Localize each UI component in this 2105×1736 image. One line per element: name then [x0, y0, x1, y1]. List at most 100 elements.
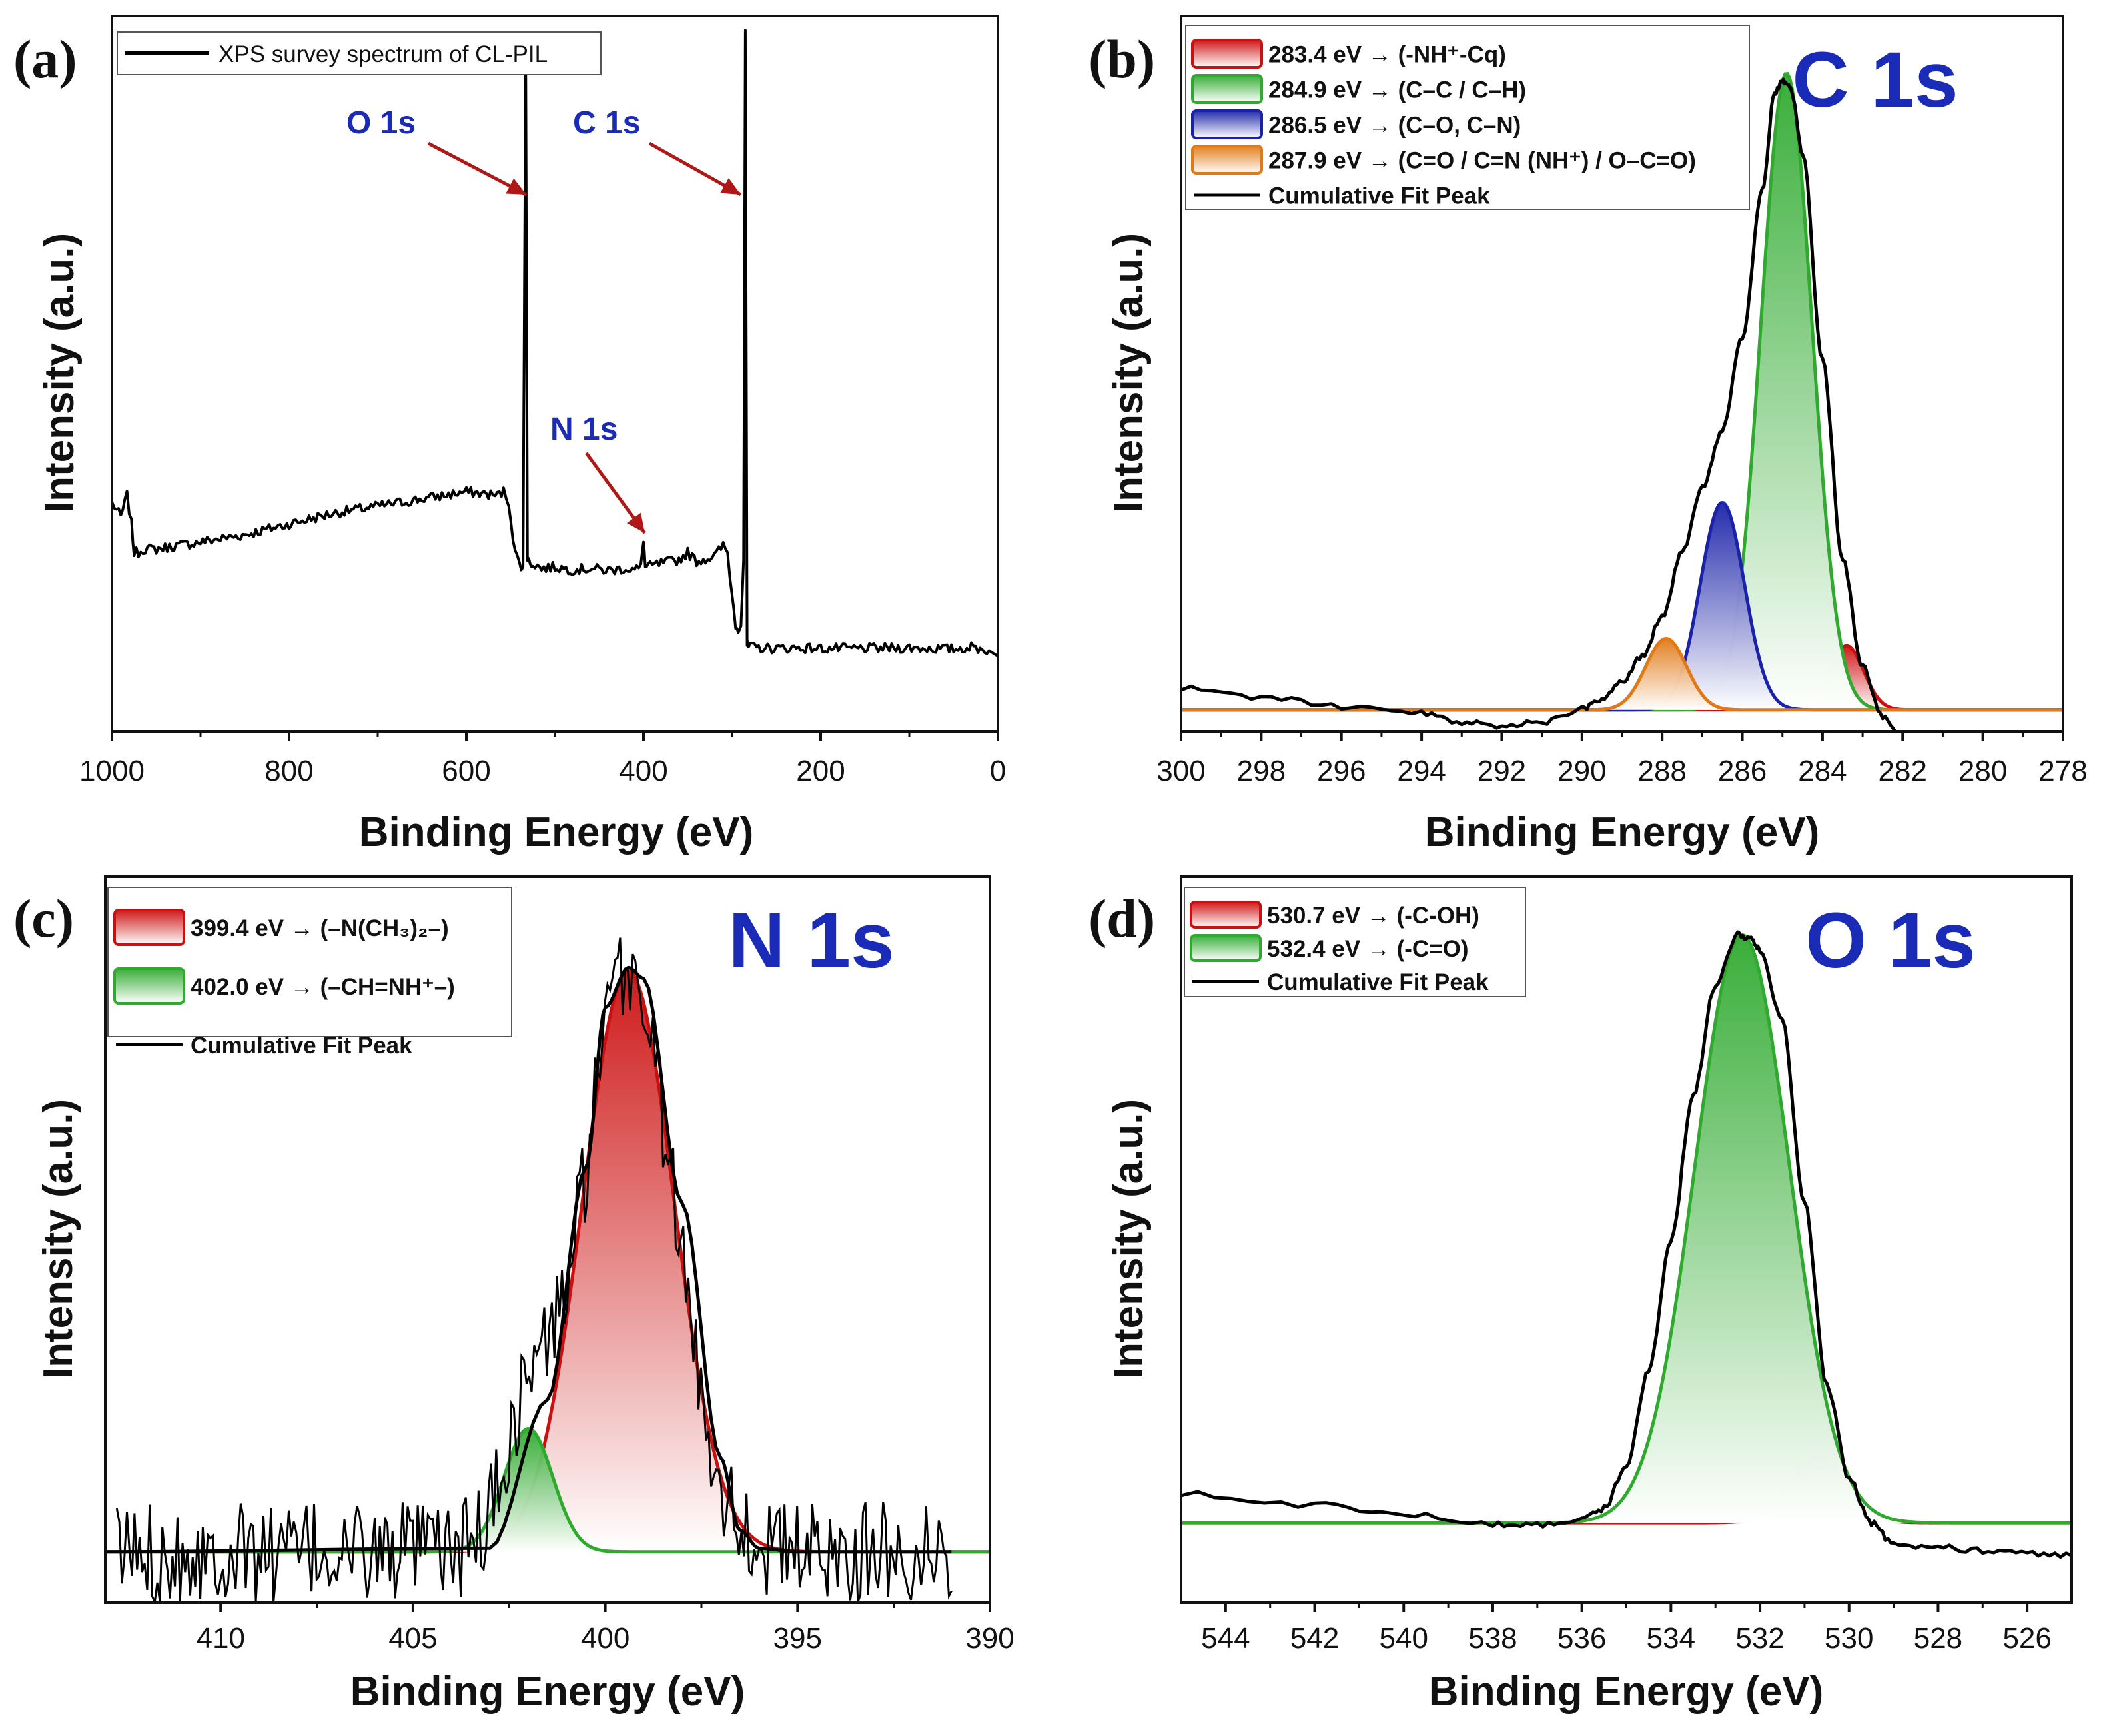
legend-entry-label: 284.9 eV → (C–C / C–H) — [1268, 77, 1526, 103]
legend: 530.7 eV → (-C-OH) 532.4 eV → (-C=O) Cumul… — [1184, 887, 1526, 997]
panel-letter: (a) — [13, 29, 77, 89]
legend-box — [1185, 25, 1750, 210]
legend-entry-label: 286.5 eV → (C–O, C–N) — [1268, 113, 1521, 139]
x-tick-label: 0 — [990, 755, 1006, 787]
x-tick-label: 526 — [2002, 1622, 2051, 1655]
cumulative-fit-line — [1181, 930, 2072, 1559]
x-axis-label: Binding Energy (eV) — [359, 809, 753, 855]
legend-swatch — [1191, 39, 1263, 69]
plot-frame — [111, 15, 999, 733]
x-tick-label: 296 — [1317, 755, 1366, 787]
plot-frame — [104, 875, 991, 1604]
legend: XPS survey spectrum of CL-PIL — [117, 31, 602, 75]
x-tick-label: 278 — [2038, 755, 2087, 787]
peak-annotation-label: C 1s — [573, 105, 640, 141]
peak-fill-286.5 — [1181, 502, 2063, 710]
x-tick-label: 298 — [1237, 755, 1286, 787]
x-tick-label: 600 — [442, 755, 490, 787]
x-tick-label: 284 — [1798, 755, 1847, 787]
x-tick-label: 800 — [264, 755, 313, 787]
survey-spectrum-line — [112, 29, 998, 657]
plot-area-d — [1181, 930, 2072, 1559]
x-tick-label: 390 — [965, 1622, 1014, 1655]
panel-title: N 1s — [728, 897, 894, 985]
y-axis-label: Intensity (a.u.) — [1106, 233, 1152, 513]
legend-entry-label: 283.4 eV → (-NH⁺-Cq) — [1268, 42, 1506, 68]
legend-entry-label: Cumulative Fit Peak — [1267, 969, 1489, 995]
x-tick-label: 540 — [1380, 1622, 1428, 1655]
peak-annotation-label: O 1s — [346, 105, 416, 141]
x-tick-label: 300 — [1156, 755, 1205, 787]
x-tick-label: 405 — [388, 1622, 437, 1655]
peak-fill-287.9 — [1181, 638, 2063, 710]
x-tick-label: 395 — [773, 1622, 822, 1655]
peak-outline-287.9 — [1181, 636, 2063, 712]
x-tick-label: 200 — [796, 755, 845, 787]
panel-title: O 1s — [1805, 897, 1976, 985]
panel-d: 544 542 540 538 536 534 532 530 528 526 Binding En… — [1088, 875, 2073, 1715]
peak-fill-402 — [105, 1428, 990, 1552]
panel-title: C 1s — [1792, 36, 1958, 124]
y-axis-label: Intensity (a.u.) — [1106, 1099, 1152, 1379]
x-tick-label: 1000 — [79, 755, 145, 787]
x-tick-label: 400 — [581, 1622, 630, 1655]
legend-entry-label: XPS survey spectrum of CL-PIL — [218, 41, 548, 67]
panel-b: 300 298 296 294 292 290 288 286 284 282 280 278 Bind… — [1088, 15, 2088, 855]
peak-fill-283.4 — [1181, 646, 2063, 710]
peak-annotation-label: N 1s — [550, 412, 618, 447]
peak-outline-286.5 — [1181, 501, 2063, 712]
x-tick-label: 538 — [1468, 1622, 1517, 1655]
x-tick-label: 280 — [1958, 755, 2007, 787]
peak-outline-532.4 — [1181, 933, 2072, 1525]
cumulative-fit-line — [105, 965, 952, 1554]
x-axis-label: Binding Energy (eV) — [1429, 1669, 1823, 1715]
plot-area-b — [1181, 72, 2063, 731]
x-tick-label: 290 — [1557, 755, 1606, 787]
panel-letter: (b) — [1088, 29, 1155, 89]
x-tick-label: 410 — [197, 1622, 245, 1655]
legend-entry-label: 287.9 eV → (C=O / C=N (NH⁺) / O–C=O) — [1268, 148, 1696, 174]
legend-swatch — [1190, 934, 1262, 962]
figure-panels: 1000 800 600 400 200 0 Binding Energy (eV) Inte… — [13, 15, 2088, 1715]
annotation-arrow-head — [626, 512, 645, 533]
cumulative-fit-line — [1181, 77, 1897, 731]
legend-swatch — [113, 909, 185, 946]
legend-swatch — [1191, 109, 1263, 139]
legend-entry-label: 530.7 eV → (-C-OH) — [1267, 903, 1479, 929]
legend-swatch — [1190, 901, 1262, 929]
x-tick-label: 282 — [1879, 755, 1927, 787]
y-axis-label: Intensity (a.u.) — [35, 1099, 81, 1379]
y-axis-label: Intensity (a.u.) — [37, 233, 83, 513]
x-tick-label: 292 — [1477, 755, 1526, 787]
legend-entry-label: Cumulative Fit Peak — [191, 1033, 412, 1059]
x-axis-label: Binding Energy (eV) — [1425, 809, 1819, 855]
x-tick-label: 544 — [1201, 1622, 1250, 1655]
panel-a: 1000 800 600 400 200 0 Binding Energy (eV) Inte… — [13, 15, 1006, 855]
x-tick-label: 542 — [1290, 1622, 1339, 1655]
legend-swatch — [113, 967, 185, 1005]
x-tick-label: 294 — [1397, 755, 1446, 787]
x-tick-label: 532 — [1735, 1622, 1784, 1655]
x-tick-label: 528 — [1914, 1622, 1962, 1655]
x-tick-label: 286 — [1718, 755, 1767, 787]
panel-letter: (c) — [13, 888, 74, 949]
legend-swatch — [1191, 145, 1263, 175]
legend: 399.4 eV → (–N(CH₃)₂–) 402.0 eV → (–CH=NH… — [107, 887, 512, 1059]
peak-outline-283.4 — [1181, 644, 2063, 712]
panel-letter: (d) — [1088, 888, 1155, 949]
x-tick-label: 534 — [1647, 1622, 1695, 1655]
x-tick-label: 530 — [1825, 1622, 1873, 1655]
plot-area-a — [112, 29, 998, 657]
peak-fill-532.4 — [1181, 935, 2072, 1523]
x-tick-label: 400 — [619, 755, 667, 787]
legend-entry-label: 402.0 eV → (–CH=NH⁺–) — [191, 974, 455, 1000]
annotation-arrow-head — [720, 177, 741, 195]
legend-swatch — [1191, 74, 1263, 104]
x-tick-label: 288 — [1637, 755, 1686, 787]
legend-entry-label: Cumulative Fit Peak — [1268, 183, 1490, 209]
x-tick-label: 536 — [1557, 1622, 1606, 1655]
x-axis-label: Binding Energy (eV) — [350, 1669, 745, 1715]
panel-c: 410 405 400 395 390 Binding Energy (eV) Intens… — [13, 875, 1015, 1715]
legend-entry-label: 399.4 eV → (–N(CH₃)₂–) — [191, 915, 449, 941]
